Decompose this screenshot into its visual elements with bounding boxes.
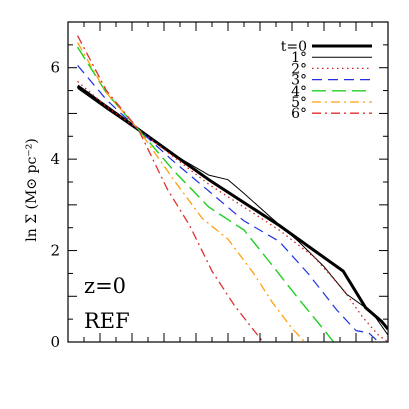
y-tick-label: 6 xyxy=(50,59,60,77)
series-line-1 xyxy=(77,87,388,336)
y-tick-label: 2 xyxy=(50,242,60,260)
y-tick-label: 4 xyxy=(50,150,60,168)
plot-area xyxy=(76,35,388,342)
axes: 0 2 4 6 xyxy=(50,21,389,351)
annotation-redshift: z=0 xyxy=(84,274,126,298)
y-axis-label: ln Σ (M⊙ pc⁻²) xyxy=(24,138,40,242)
legend: t=01°2°3°4°5°6° xyxy=(281,39,372,122)
legend-label-5: 5° xyxy=(291,95,307,111)
series-line-2 xyxy=(77,80,388,342)
series-line-6 xyxy=(77,35,264,342)
legend-label-2: 2° xyxy=(291,61,307,77)
legend-label-3: 3° xyxy=(291,73,307,89)
annotation-model: REF xyxy=(84,309,130,333)
series-line-4 xyxy=(77,46,335,342)
legend-label-6: 6° xyxy=(291,106,307,122)
legend-label-0: t=0 xyxy=(281,39,307,55)
legend-label-1: 1° xyxy=(291,50,307,66)
series-line-5 xyxy=(77,42,306,342)
series-line-3 xyxy=(77,65,379,342)
legend-label-4: 4° xyxy=(291,84,307,100)
y-tick-label: 0 xyxy=(50,333,60,351)
